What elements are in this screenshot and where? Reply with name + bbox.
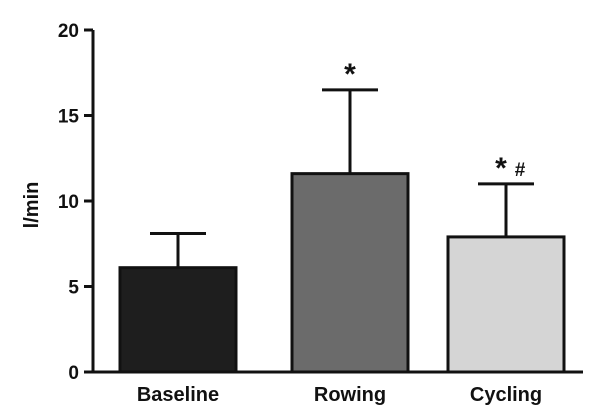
bars-group xyxy=(118,172,566,374)
significance-star: * xyxy=(495,152,507,185)
y-axis-title: l/min xyxy=(21,182,43,229)
labels-group: Baseline Rowing Cycling * * # xyxy=(137,58,542,406)
y-tick-label: 10 xyxy=(58,192,79,213)
x-category-label: Cycling xyxy=(470,384,542,406)
x-category-label: Baseline xyxy=(137,384,219,406)
bar-rowing xyxy=(290,172,410,374)
y-tick-label: 0 xyxy=(68,363,79,384)
significance-star: * xyxy=(344,58,356,91)
error-bars-group xyxy=(150,88,534,268)
y-tick-label: 15 xyxy=(58,107,80,128)
bar-cycling xyxy=(446,235,566,374)
y-tick-label: 5 xyxy=(68,278,79,299)
x-category-label: Rowing xyxy=(314,384,386,406)
y-tick-label: 20 xyxy=(58,21,79,42)
significance-hash: # xyxy=(515,160,526,181)
bar-baseline xyxy=(118,266,238,374)
